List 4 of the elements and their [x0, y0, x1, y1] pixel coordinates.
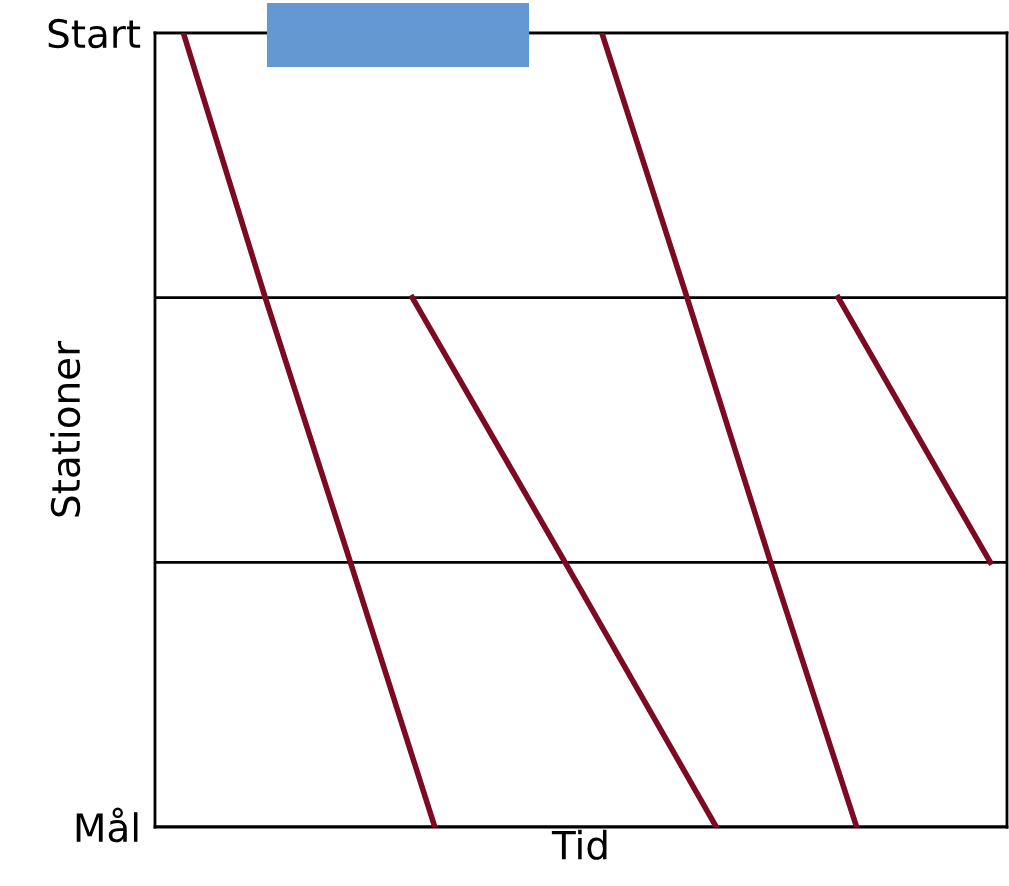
x-axis-title: Tid — [551, 829, 607, 860]
y-tick-label: Start — [48, 18, 141, 49]
y-axis-title: Stationer — [50, 340, 81, 517]
y-tick-label: Mål — [76, 807, 138, 843]
